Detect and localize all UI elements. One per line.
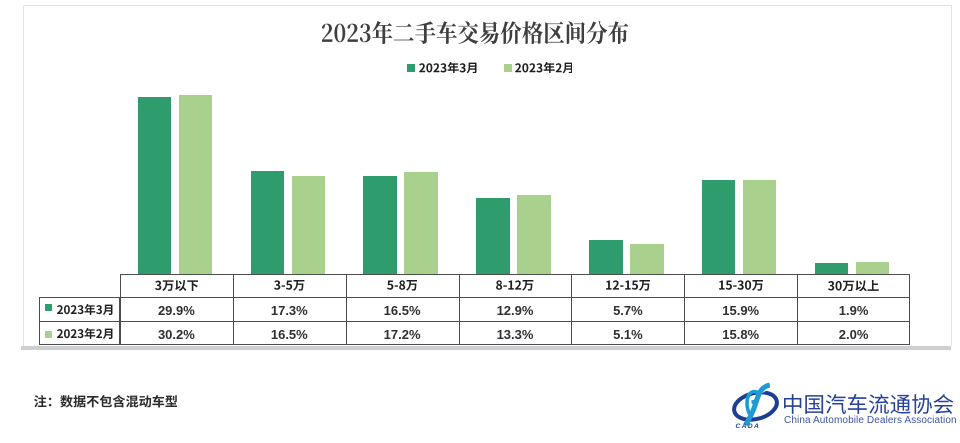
svg-text:CADA: CADA [736, 423, 761, 430]
